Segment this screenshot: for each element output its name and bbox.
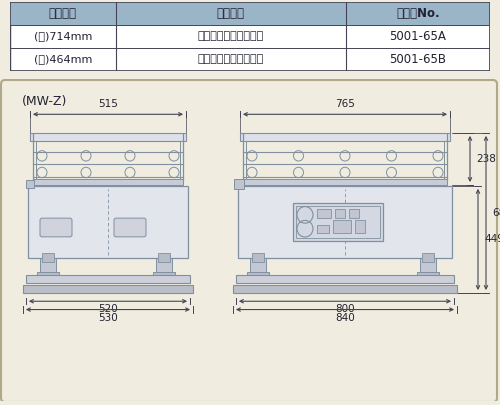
Bar <box>156 258 172 274</box>
Bar <box>335 209 345 218</box>
Bar <box>236 275 454 283</box>
Bar <box>417 272 439 278</box>
FancyBboxPatch shape <box>40 218 72 237</box>
Bar <box>36 141 180 181</box>
Bar <box>246 141 444 181</box>
Text: 449: 449 <box>484 234 500 245</box>
Bar <box>233 285 457 293</box>
Bar <box>40 258 56 274</box>
Bar <box>28 186 188 258</box>
Bar <box>355 220 365 232</box>
Bar <box>238 186 452 258</box>
Text: 530: 530 <box>98 313 118 323</box>
Bar <box>243 179 447 185</box>
Bar <box>37 272 59 278</box>
Text: 840: 840 <box>335 313 355 323</box>
Text: (MW-Z): (MW-Z) <box>22 94 68 108</box>
Bar <box>293 202 383 241</box>
Text: 5001-65A: 5001-65A <box>390 30 446 43</box>
Bar <box>26 180 34 188</box>
Bar <box>250 258 266 274</box>
Bar <box>420 258 436 274</box>
Bar <box>252 254 264 262</box>
Text: 800: 800 <box>335 305 355 314</box>
Bar <box>317 225 329 232</box>
Text: コードNo.: コードNo. <box>396 7 440 20</box>
Text: (長)714mm: (長)714mm <box>34 32 92 41</box>
Bar <box>153 272 175 278</box>
Bar <box>42 254 54 262</box>
Text: 両端固定用ハンドル付: 両端固定用ハンドル付 <box>198 54 264 64</box>
Bar <box>10 2 490 25</box>
FancyBboxPatch shape <box>114 218 146 237</box>
Text: 238: 238 <box>476 154 496 164</box>
Bar <box>317 209 331 218</box>
Bar <box>23 285 193 293</box>
Text: 520: 520 <box>98 305 118 314</box>
Bar <box>333 220 351 232</box>
Text: 寸　　法: 寸 法 <box>49 7 77 20</box>
Text: 5001-65B: 5001-65B <box>390 53 446 66</box>
Bar <box>33 179 183 185</box>
Text: 687: 687 <box>492 208 500 218</box>
Text: 765: 765 <box>335 99 355 109</box>
Bar <box>422 254 434 262</box>
Bar <box>240 133 450 141</box>
Bar <box>30 133 186 141</box>
Text: 515: 515 <box>98 99 118 109</box>
Text: (短)464mm: (短)464mm <box>34 54 92 64</box>
Bar <box>158 254 170 262</box>
Text: 両端固定用ハンドル付: 両端固定用ハンドル付 <box>198 32 264 41</box>
Bar <box>296 206 380 238</box>
Bar <box>234 179 244 189</box>
Bar <box>247 272 269 278</box>
Bar <box>349 209 359 218</box>
FancyBboxPatch shape <box>1 80 497 402</box>
Bar <box>26 275 190 283</box>
Text: 備　　考: 備 考 <box>217 7 245 20</box>
